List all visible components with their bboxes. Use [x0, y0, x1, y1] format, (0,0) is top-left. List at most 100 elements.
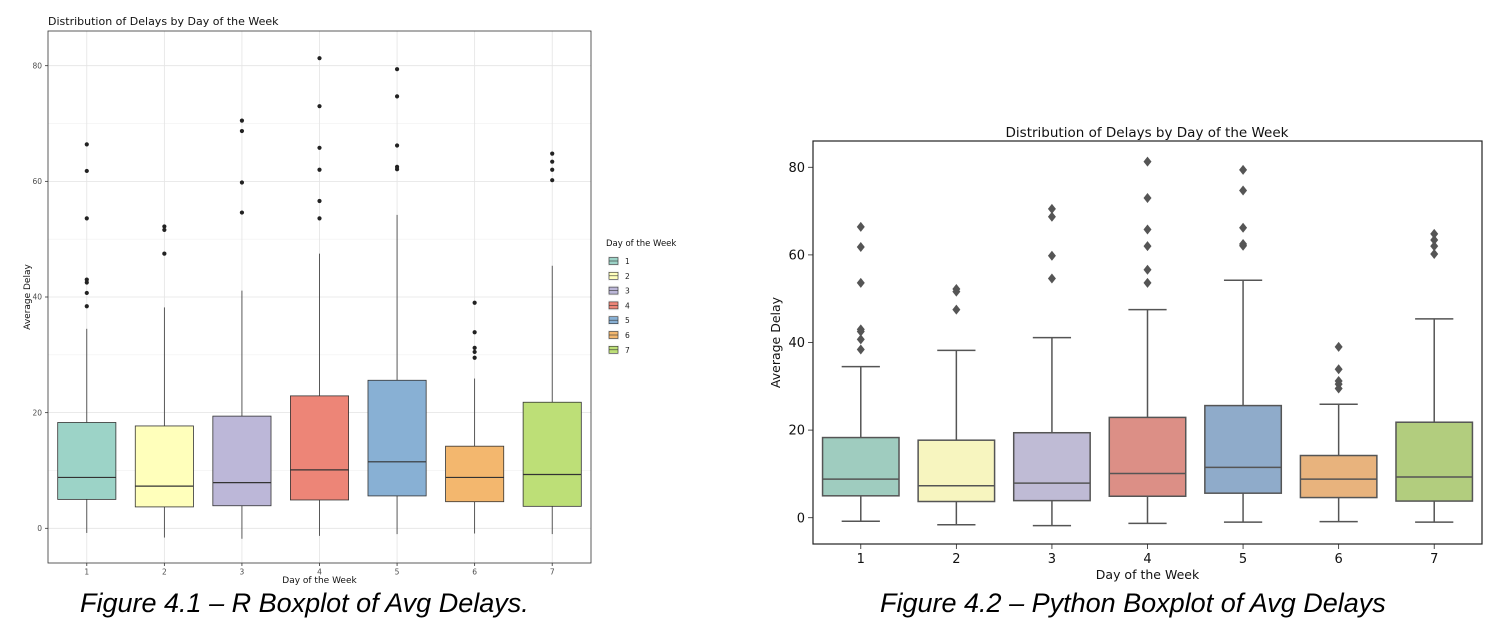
r-chart-box-5: [367, 379, 427, 497]
r-chart-box-7-outlier: [550, 159, 555, 164]
r-chart-box-6: [445, 445, 505, 503]
r-chart-xtick-label: 7: [550, 568, 555, 577]
py-chart-box-1-outlier: [856, 334, 865, 345]
py-chart-box-7: [1395, 421, 1474, 502]
py-chart-box-4-outlier: [1143, 241, 1152, 252]
py-chart-box-4-outlier: [1143, 156, 1152, 167]
r-chart-box-6-outlier: [472, 300, 477, 305]
r-chart-box-5-outlier: [394, 94, 400, 99]
r-chart-box-1-outlier: [84, 280, 89, 285]
r-chart-legend-title: Day of the Week: [606, 239, 676, 249]
py-chart-box-4-outlier: [1143, 264, 1152, 275]
py-chart-box-6-outlier: [1334, 341, 1343, 352]
py-chart-xtick-label: 4: [1143, 552, 1151, 567]
py-chart-ytick-label: 20: [788, 424, 805, 439]
py-chart-box-6-outlier: [1334, 364, 1343, 375]
py-chart-box-6: [1299, 454, 1378, 499]
py-chart-box-3-outlier: [1047, 211, 1056, 222]
py-chart-box-7-outlier: [1430, 241, 1439, 252]
r-chart-box-5-outlier: [394, 143, 400, 148]
r-chart-box-2-outlier: [162, 227, 167, 233]
py-chart-box-5-outlier: [1239, 222, 1248, 233]
r-chart-box-3-outlier: [239, 180, 245, 185]
r-chart-box-4-outlier: [317, 56, 322, 61]
r-chart-box-6-outlier: [472, 349, 477, 355]
r-chart-box-2-outlier: [162, 224, 167, 229]
r-chart-box-7: [522, 401, 582, 507]
r-chart-box-1: [57, 422, 117, 500]
py-chart-box-3: [1012, 431, 1091, 502]
py-chart-box-3-outlier: [1047, 273, 1056, 284]
r-chart-box-1-outlier: [84, 216, 89, 221]
r-chart-ytick-label: 60: [32, 177, 42, 186]
r-chart-box-5-outlier: [394, 164, 400, 169]
r-chart-ytick-label: 20: [32, 408, 42, 417]
py-chart-ytick-label: 80: [788, 161, 805, 176]
r-chart-box-7-outlier: [550, 178, 555, 183]
r-chart-box-3-outlier: [239, 118, 245, 123]
py-chart-box-5-outlier: [1239, 238, 1248, 249]
r-chart-box-3: [212, 415, 272, 507]
py-chart-box-1-outlier: [856, 221, 865, 232]
r-chart-ylabel: Average Delay: [23, 264, 33, 330]
py-chart-box-5: [1204, 404, 1283, 494]
py-chart-box-2-outlier: [952, 304, 961, 315]
py-chart-box-1: [821, 436, 900, 497]
py-chart-box-7-outlier: [1430, 228, 1439, 239]
r-chart-box-4-outlier: [317, 145, 322, 150]
py-chart-box-5-outlier: [1239, 185, 1248, 196]
figure-4-2-caption: Figure 4.2 – Python Boxplot of Avg Delay…: [880, 588, 1386, 618]
r-chart-box-5-outlier: [394, 67, 400, 72]
py-chart-xlabel: Day of the Week: [1096, 567, 1200, 582]
py-chart-ylabel: Average Delay: [768, 296, 783, 388]
r-chart-box-4-outlier: [317, 198, 322, 204]
py-chart-box-3-outlier: [1047, 203, 1056, 214]
py-chart-ytick-label: 40: [788, 336, 805, 351]
py-chart-ytick-label: 0: [797, 511, 805, 526]
r-chart-box-1-outlier: [84, 142, 89, 147]
py-chart-box-7-outlier: [1430, 249, 1439, 260]
py-chart-box-2-outlier: [952, 284, 961, 295]
r-chart-legend-label-7: 7: [625, 346, 630, 355]
r-chart-box-1-outlier: [84, 168, 89, 174]
r-chart-box-4-outlier: [317, 216, 322, 221]
py-chart-box-1-outlier: [856, 277, 865, 288]
r-chart-box-6-outlier: [472, 355, 477, 360]
py-chart-box-4-outlier: [1143, 192, 1152, 203]
r-chart-box-1-outlier: [84, 290, 89, 296]
r-chart-ytick-label: 40: [32, 293, 42, 302]
r-chart-xtick-label: 3: [240, 568, 245, 577]
py-chart-box-5-outlier: [1239, 164, 1248, 175]
py-chart-box-4: [1108, 416, 1187, 498]
figure-4-1-caption: Figure 4.1 – R Boxplot of Avg Delays.: [80, 588, 529, 618]
py-chart-box-1-outlier: [856, 242, 865, 253]
py-chart-box-4-outlier: [1143, 277, 1152, 288]
py-chart-box-7-outlier: [1430, 234, 1439, 245]
py-chart-xtick-label: 5: [1239, 552, 1247, 567]
r-chart-xlabel: Day of the Week: [282, 576, 357, 586]
r-chart-xtick-label: 1: [84, 568, 89, 577]
r-chart-box-1-outlier: [84, 277, 89, 282]
py-chart-box-3-outlier: [1047, 250, 1056, 261]
r-chart-box-7-outlier: [550, 167, 555, 172]
r-chart-title: Distribution of Delays by Day of the Wee…: [48, 15, 279, 28]
r-chart-xtick-label: 2: [162, 568, 167, 577]
r-chart-legend-label-6: 6: [625, 331, 630, 340]
py-chart-ytick-label: 60: [788, 248, 805, 263]
py-chart-xtick-label: 2: [952, 552, 960, 567]
r-chart-box-6-outlier: [472, 345, 477, 350]
r-chart-box-2-outlier: [162, 251, 167, 256]
py-chart-xtick-label: 3: [1048, 552, 1056, 567]
py-chart-title: Distribution of Delays by Day of the Wee…: [1006, 125, 1289, 141]
r-chart-legend-label-4: 4: [625, 301, 630, 310]
r-chart-ytick-label: 80: [32, 61, 42, 70]
r-chart-xtick-label: 6: [472, 568, 477, 577]
r-chart-box-6-outlier: [472, 330, 477, 335]
r-chart-ytick-label: 0: [37, 524, 42, 533]
r-chart-legend-label-2: 2: [625, 272, 630, 281]
r-chart-box-4-outlier: [317, 104, 322, 109]
r-chart-box-3-outlier: [239, 128, 245, 134]
py-chart-box-1-outlier: [856, 344, 865, 355]
